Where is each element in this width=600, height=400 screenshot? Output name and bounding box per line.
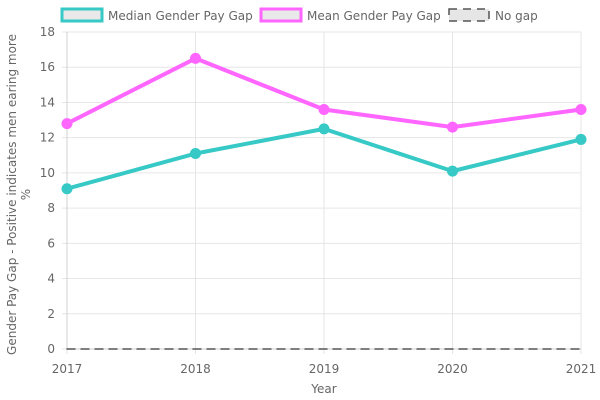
series-0-point [447,165,458,177]
y-axis-title-line-2: % [19,189,33,200]
series-0-point [190,148,201,160]
y-tick-label: 4 [47,272,55,286]
x-tick-label: 2017 [52,362,83,376]
legend[interactable]: Median Gender Pay Gap Mean Gender Pay Gap… [60,7,538,23]
grid [62,31,582,354]
series-1-point [447,121,458,133]
y-tick-label: 6 [47,236,55,250]
legend-label-1: Mean Gender Pay Gap [307,9,441,23]
x-tick-label: 2019 [309,362,340,376]
x-tick-label: 2021 [566,362,597,376]
x-tick-label: 2020 [437,362,468,376]
legend-swatch-1 [259,7,303,23]
legend-label-0: Median Gender Pay Gap [108,9,253,23]
y-tick-label: 12 [40,131,55,145]
y-tick-label: 10 [40,166,55,180]
y-tick-label: 0 [47,342,55,356]
series-group [61,52,587,350]
y-tick-label: 18 [40,25,55,39]
y-tick-label: 2 [47,307,55,321]
y-tick-label: 8 [47,201,55,215]
legend-label-2: No gap [495,9,538,23]
legend-swatch-2 [448,8,490,22]
y-axis-title-line-1: Gender Pay Gap - Positive indicates men … [5,34,19,355]
x-axis-title: Year [310,382,336,396]
axes: 0 2 4 6 8 10 12 14 16 18 2017 2018 2019 2020 2021 [40,25,597,376]
series-1-point [575,103,587,115]
legend-swatch-0 [60,7,104,23]
y-tick-label: 16 [40,60,55,74]
y-tick-label: 14 [40,95,55,109]
series-0-point [61,183,73,195]
x-tick-label: 2018 [180,362,211,376]
series-1-point [61,118,73,130]
series-1-point [190,52,201,64]
series-1-point [318,103,330,115]
series-0-point [318,123,330,135]
series-0-point [575,133,587,145]
